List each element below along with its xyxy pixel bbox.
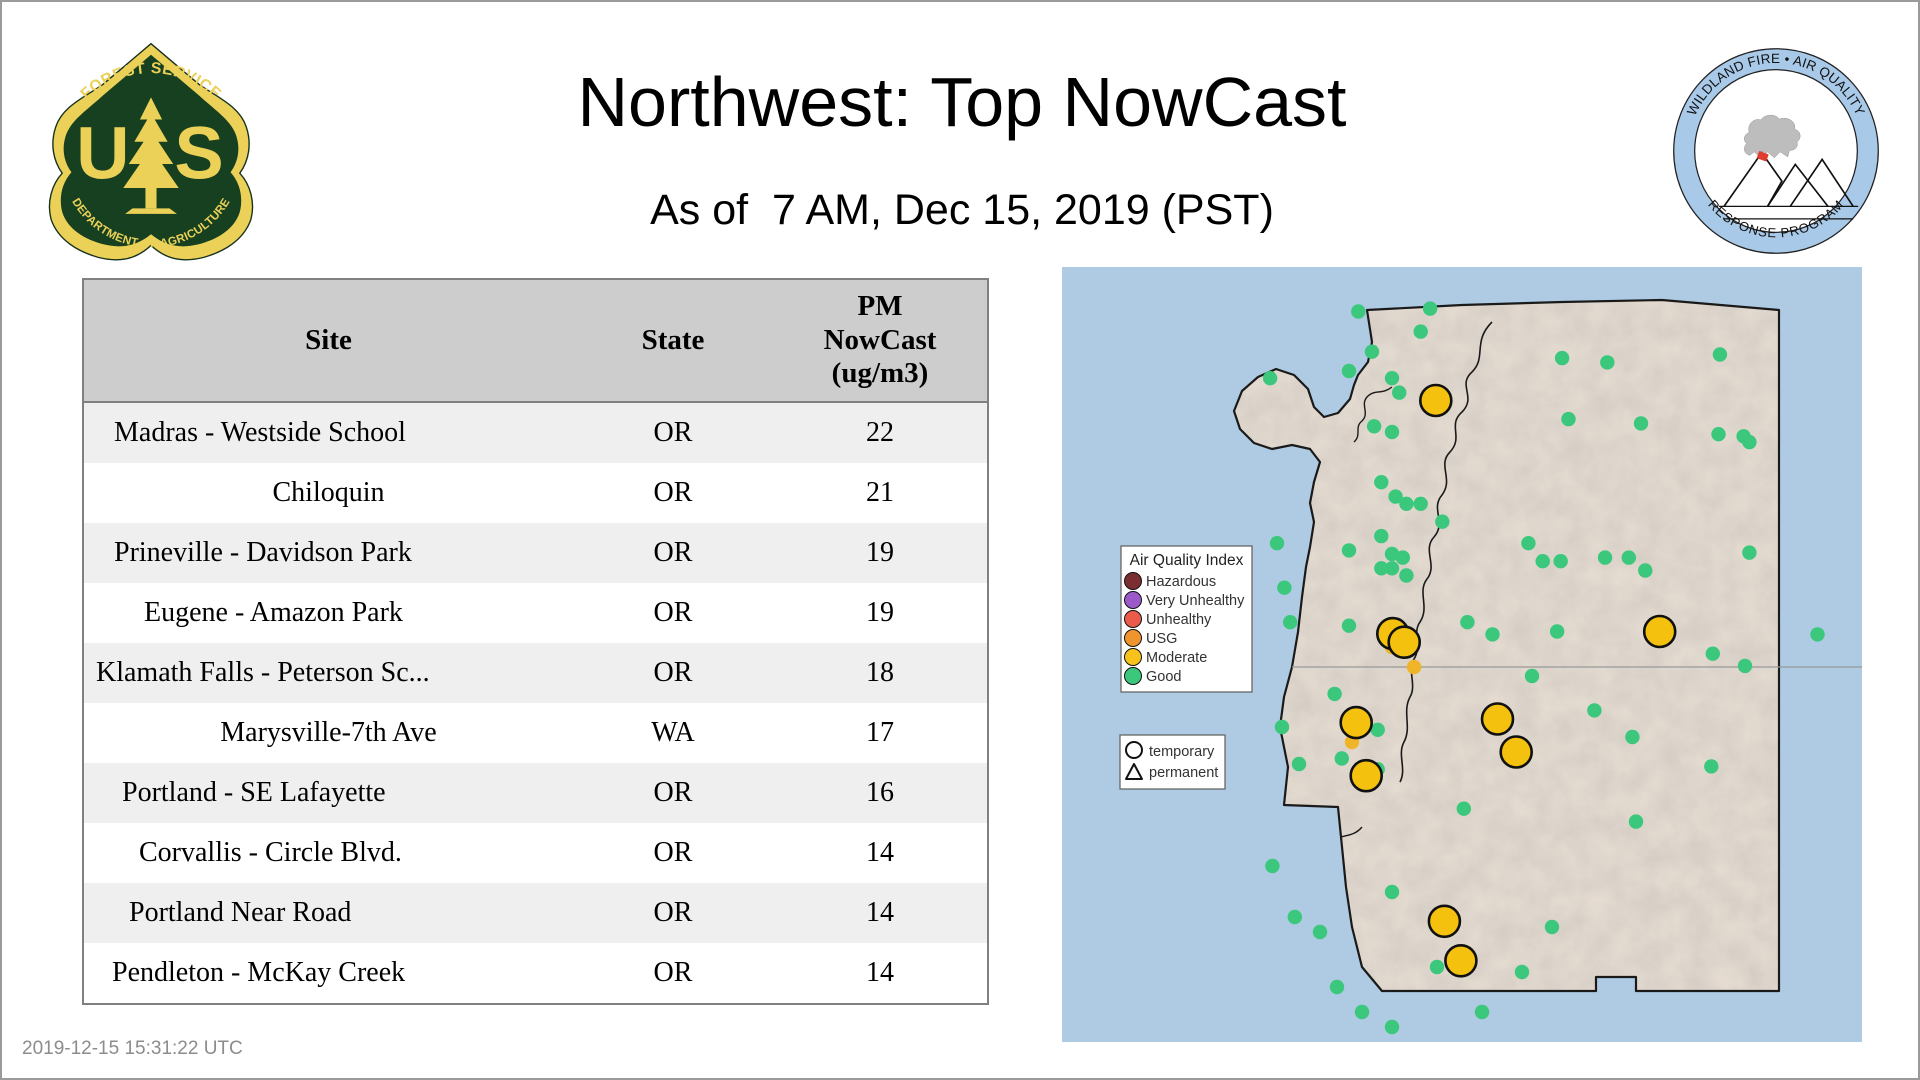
- svg-text:Hazardous: Hazardous: [1146, 574, 1216, 590]
- svg-text:temporary: temporary: [1149, 744, 1215, 760]
- svg-text:Very Unhealthy: Very Unhealthy: [1146, 593, 1245, 609]
- svg-text:U: U: [76, 112, 129, 195]
- svg-text:permanent: permanent: [1149, 765, 1218, 781]
- svg-text:Good: Good: [1146, 669, 1181, 685]
- svg-text:USG: USG: [1146, 631, 1177, 647]
- svg-text:S: S: [174, 112, 223, 195]
- svg-text:Unhealthy: Unhealthy: [1146, 612, 1212, 628]
- svg-text:Moderate: Moderate: [1146, 650, 1207, 666]
- svg-text:Air Quality Index: Air Quality Index: [1130, 552, 1244, 569]
